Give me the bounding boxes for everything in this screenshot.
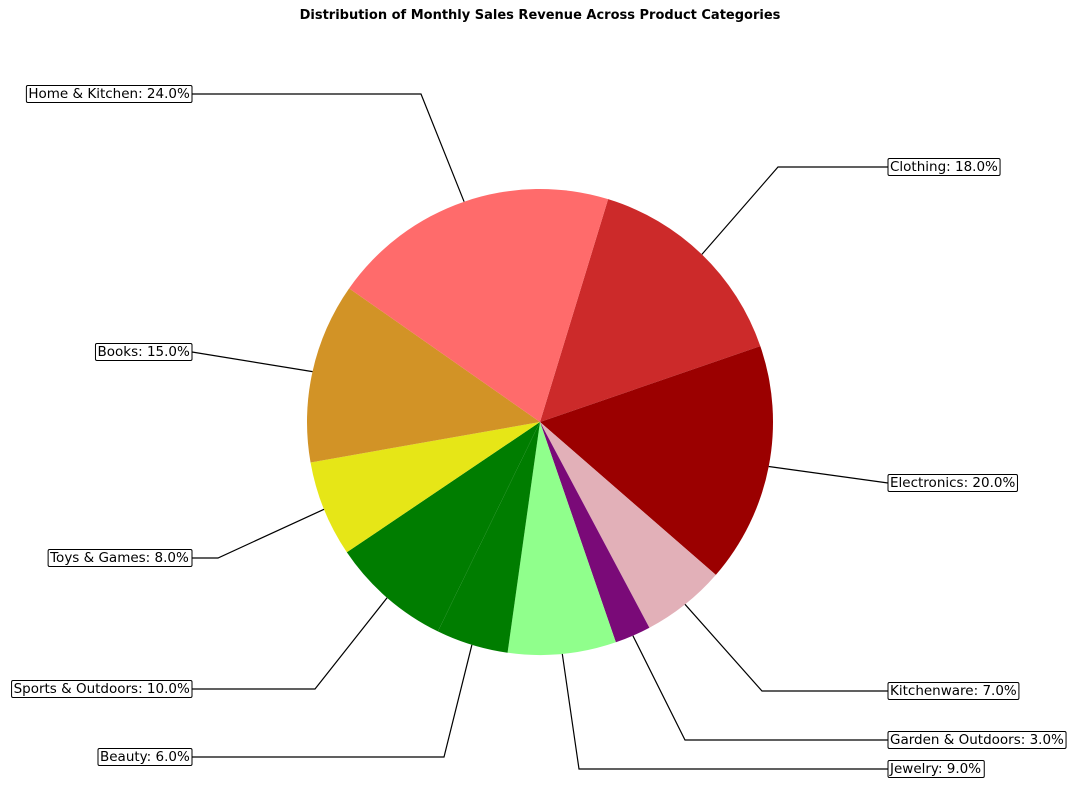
slice-label: Clothing: 18.0% [887,158,1001,176]
label-box [47,549,193,567]
leader-line [561,653,888,770]
label-box [97,748,193,766]
slice-label-text: Kitchenware: 7.0% [890,683,1017,699]
label-box [887,682,1020,700]
slice-label: Garden & Outdoors: 3.0% [887,731,1067,749]
slice-label: Kitchenware: 7.0% [887,682,1020,700]
leader-line [192,93,465,202]
slice-label-text: Garden & Outdoors: 3.0% [890,732,1064,748]
leader-line [192,644,473,758]
slice-label-text: Home & Kitchen: 24.0% [28,86,190,102]
label-box [25,85,193,103]
leader-line [191,351,313,373]
slice-label-text: Books: 15.0% [97,344,190,360]
slice-label: Beauty: 6.0% [97,748,193,766]
pie-slice [540,422,716,628]
pie-slice [307,288,540,463]
slice-label: Books: 15.0% [94,343,193,361]
slice-label-text: Toys & Games: 8.0% [49,550,189,566]
label-box [887,474,1018,492]
chart-title: Distribution of Monthly Sales Revenue Ac… [299,8,781,23]
label-box [11,680,193,698]
pie-slice [540,422,650,643]
slice-label: Jewelry: 9.0% [887,760,985,778]
slice-label: Toys & Games: 8.0% [47,549,193,567]
leader-line [701,166,888,255]
label-box [887,760,985,778]
pie-slice [437,422,540,653]
label-box [887,731,1067,749]
pie-slice [349,189,609,422]
pie-slice [540,346,774,575]
pie-slice [540,199,761,422]
slice-label: Sports & Outdoors: 10.0% [11,680,193,698]
slice-label-text: Electronics: 20.0% [890,475,1015,491]
leader-line [768,465,889,484]
leader-line [684,603,888,692]
slice-label-text: Beauty: 6.0% [100,749,190,765]
pie-slice [346,422,540,632]
slice-label: Electronics: 20.0% [887,474,1018,492]
label-box [94,343,193,361]
leader-lines [191,93,889,770]
pie-slices [307,189,774,655]
slice-labels: Clothing: 18.0% Electronics: 20.0% Kitchen… [11,85,1067,778]
slice-label-text: Jewelry: 9.0% [889,761,981,777]
pie-slice [310,422,540,553]
slice-label: Home & Kitchen: 24.0% [25,85,193,103]
pie-slice [507,422,616,655]
slice-label-text: Clothing: 18.0% [890,159,998,175]
leader-line [192,508,325,559]
label-box [887,158,1001,176]
leader-line [192,597,388,690]
leader-line [632,635,888,741]
slice-label-text: Sports & Outdoors: 10.0% [14,681,190,697]
